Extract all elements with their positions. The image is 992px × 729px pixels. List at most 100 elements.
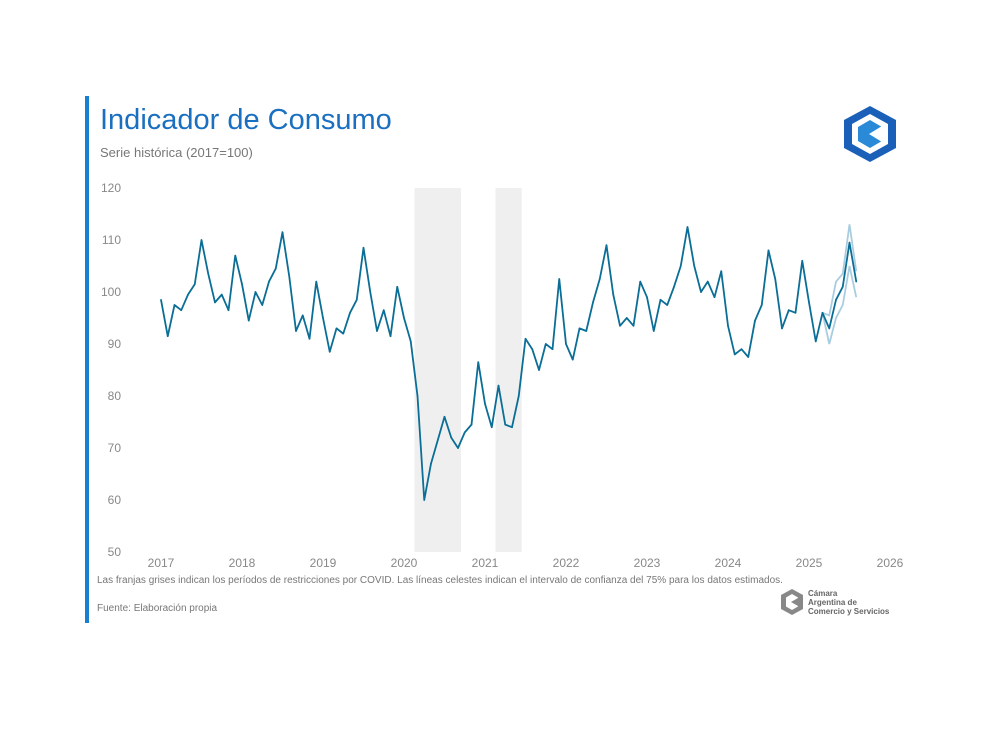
data-point — [646, 296, 648, 299]
data-point — [470, 423, 473, 426]
data-point — [524, 338, 527, 340]
covid-shaded-period — [495, 188, 522, 552]
data-point — [794, 312, 797, 314]
data-point — [166, 335, 169, 338]
data-point — [666, 304, 669, 306]
data-point — [301, 314, 304, 317]
data-point — [308, 338, 311, 340]
data-point — [679, 265, 682, 267]
data-point — [571, 358, 574, 361]
chart-subtitle: Serie histórica (2017=100) — [100, 145, 253, 160]
data-point — [531, 348, 534, 351]
data-point — [632, 325, 635, 327]
data-point — [463, 431, 466, 434]
y-tick-label: 60 — [108, 493, 122, 507]
data-point — [693, 265, 696, 267]
data-point — [808, 301, 810, 304]
x-tick-label: 2017 — [148, 556, 175, 570]
data-point — [423, 499, 426, 501]
y-tick-label: 100 — [101, 285, 121, 299]
chart-title: Indicador de Consumo — [100, 104, 392, 136]
data-point — [612, 293, 615, 296]
data-point — [774, 278, 777, 280]
data-point — [605, 244, 608, 246]
data-point — [160, 299, 162, 301]
data-point — [342, 332, 345, 335]
data-point — [274, 267, 277, 270]
accent-bar — [85, 96, 89, 623]
y-tick-label: 80 — [108, 389, 122, 403]
data-point — [484, 403, 486, 405]
data-point — [592, 301, 594, 304]
data-point — [781, 327, 783, 330]
confidence-upper-line — [822, 224, 858, 317]
chart-source: Fuente: Elaboración propia — [97, 603, 218, 614]
data-point — [558, 278, 561, 280]
data-point — [706, 280, 709, 283]
data-point — [835, 299, 837, 301]
x-tick-label: 2022 — [553, 556, 580, 570]
cac-line-3: Comercio y Servicios — [808, 606, 890, 616]
data-point — [511, 426, 513, 429]
data-point — [369, 291, 372, 293]
data-point — [490, 426, 493, 429]
data-point — [268, 280, 270, 283]
data-point — [200, 239, 203, 241]
data-point — [760, 304, 763, 306]
data-point — [241, 283, 243, 286]
data-point — [207, 273, 210, 275]
data-point — [295, 330, 297, 332]
data-point — [814, 340, 817, 343]
data-point — [848, 241, 851, 244]
series-line — [160, 226, 858, 501]
data-point — [355, 299, 358, 301]
y-tick-label: 70 — [108, 441, 122, 455]
data-point — [288, 275, 291, 278]
y-tick-label: 90 — [108, 337, 122, 351]
data-point — [315, 280, 318, 283]
data-point — [787, 309, 790, 312]
y-tick-label: 110 — [102, 233, 121, 247]
data-point — [740, 348, 743, 351]
data-point — [362, 247, 365, 249]
data-point — [673, 286, 675, 288]
data-point — [747, 356, 750, 358]
data-point — [700, 291, 702, 293]
data-point — [430, 462, 432, 465]
data-point — [619, 325, 621, 327]
data-point — [227, 309, 230, 312]
chart-note: Las franjas grises indican los períodos … — [97, 575, 783, 586]
data-point — [652, 330, 655, 332]
data-point — [173, 304, 176, 306]
data-point — [625, 317, 628, 319]
data-point — [376, 330, 378, 332]
cac-line-1: Cámara — [808, 588, 838, 598]
y-tick-label: 50 — [108, 545, 122, 559]
data-point — [389, 335, 392, 338]
confidence-lower-line — [821, 265, 858, 345]
data-point — [416, 395, 419, 397]
data-point — [477, 361, 480, 364]
data-point — [517, 395, 520, 397]
x-tick-label: 2023 — [634, 556, 661, 570]
data-point — [727, 325, 729, 327]
data-point — [180, 309, 183, 312]
cac-logo-icon — [781, 589, 803, 615]
data-point — [659, 299, 662, 301]
data-point — [585, 330, 588, 332]
data-point — [598, 278, 601, 280]
data-point — [565, 343, 567, 345]
data-point — [855, 280, 858, 283]
cac-logo: Cámara Argentina de Comercio y Servicios — [780, 588, 889, 616]
data-point — [443, 416, 446, 418]
data-point — [328, 351, 331, 353]
data-point — [713, 296, 716, 299]
data-point — [457, 447, 459, 449]
data-point — [322, 317, 324, 319]
data-point — [754, 319, 756, 322]
data-point — [504, 423, 507, 426]
brand-logo-icon — [844, 106, 896, 162]
data-point — [436, 439, 439, 442]
data-point — [578, 327, 581, 330]
